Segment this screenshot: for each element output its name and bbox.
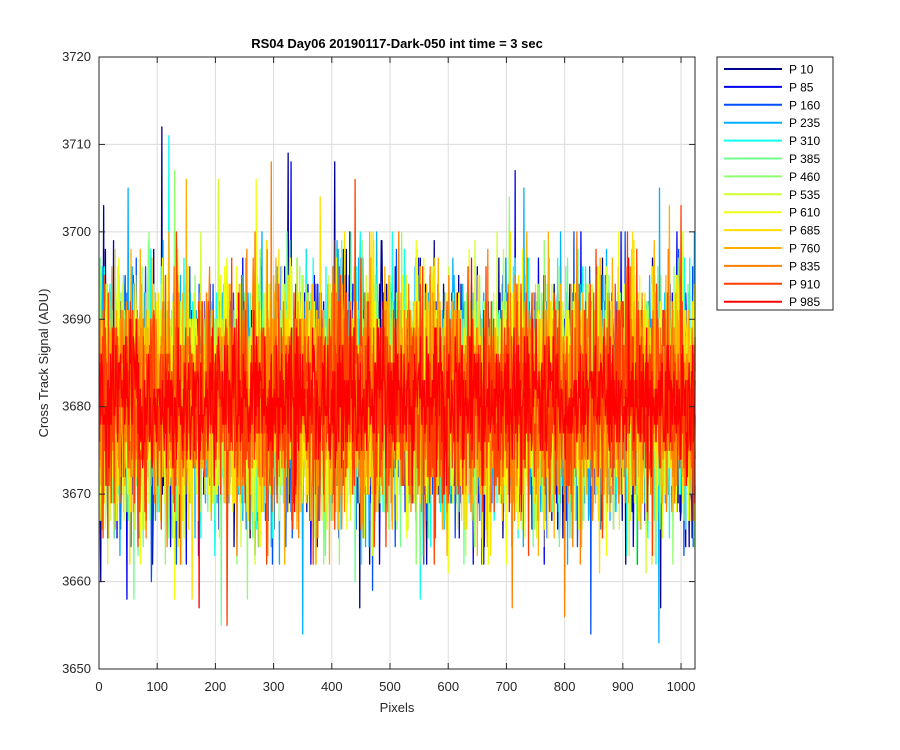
series-line-p-985: [98, 257, 696, 609]
legend-entry: P 160: [724, 98, 820, 112]
axis-tick-labels: 0 100 200 300 400 500 600 700 800 900 1000 3650 3660…: [62, 49, 695, 694]
y-tick-label: 3720: [62, 49, 91, 64]
plot-frame: [98, 56, 696, 670]
legend-label: P 385: [789, 152, 820, 166]
legend-label: P 535: [789, 188, 820, 202]
legend-entry: P 760: [724, 242, 820, 256]
legend-entry: P 385: [724, 152, 820, 166]
y-tick-label: 3650: [62, 661, 91, 676]
x-tick-label: 1000: [667, 679, 696, 694]
legend-box: [716, 56, 834, 311]
x-tick-label: 700: [496, 679, 518, 694]
x-tick-label: 200: [205, 679, 227, 694]
legend-entry: P 235: [724, 116, 820, 130]
legend-entry: P 310: [724, 134, 820, 148]
legend-label: P 985: [789, 295, 820, 309]
y-axis-label: Cross Track Signal (ADU): [36, 289, 51, 438]
x-tick-label: 900: [612, 679, 634, 694]
x-axis-label: Pixels: [380, 700, 415, 715]
legend-entry: P 535: [724, 188, 820, 202]
y-tick-label: 3660: [62, 574, 91, 589]
legend-entry: P 835: [724, 259, 820, 273]
x-tick-label: 600: [437, 679, 459, 694]
legend-label: P 610: [789, 206, 820, 220]
y-tick-label: 3680: [62, 399, 91, 414]
x-tick-label: 800: [554, 679, 576, 694]
legend-label: P 160: [789, 98, 820, 112]
y-tick-label: 3670: [62, 486, 91, 501]
x-tick-label: 500: [379, 679, 401, 694]
legend-entry: P 610: [724, 206, 820, 220]
legend-label: P 10: [789, 63, 814, 77]
y-tick-label: 3710: [62, 136, 91, 151]
y-tick-label: 3700: [62, 224, 91, 239]
series-lines: [98, 126, 696, 644]
x-tick-label: 100: [146, 679, 168, 694]
chart-title: RS04 Day06 20190117-Dark-050 int time = …: [251, 36, 543, 51]
x-tick-label: 400: [321, 679, 343, 694]
legend-label: P 460: [789, 170, 820, 184]
legend: P 10 P 85 P 160 P 235 P 310 P 385 P 460 P 535 P …: [716, 56, 834, 311]
legend-label: P 685: [789, 224, 820, 238]
legend-entry: P 10: [724, 63, 814, 77]
x-tick-label: 300: [263, 679, 285, 694]
legend-entry: P 685: [724, 224, 820, 238]
axis-ticks: [98, 56, 695, 670]
y-tick-label: 3690: [62, 311, 91, 326]
x-tick-label: 0: [95, 679, 102, 694]
legend-label: P 85: [789, 80, 814, 94]
legend-label: P 835: [789, 259, 820, 273]
legend-entry: P 985: [724, 295, 820, 309]
legend-label: P 760: [789, 242, 820, 256]
legend-entry: P 460: [724, 170, 820, 184]
legend-label: P 910: [789, 277, 820, 291]
legend-entry: P 910: [724, 277, 820, 291]
legend-entry: P 85: [724, 80, 814, 94]
legend-label: P 235: [789, 116, 820, 130]
legend-label: P 310: [789, 134, 820, 148]
